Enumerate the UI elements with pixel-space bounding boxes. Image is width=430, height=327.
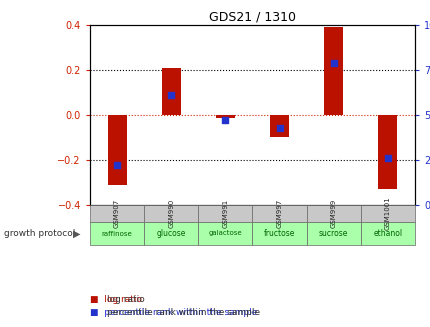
- Point: [167, 93, 174, 98]
- Bar: [270, 115, 289, 137]
- Text: GSM999: GSM999: [330, 199, 336, 228]
- Text: raffinose: raffinose: [101, 231, 132, 236]
- Title: GDS21 / 1310: GDS21 / 1310: [209, 11, 295, 24]
- Text: GSM1001: GSM1001: [384, 197, 390, 231]
- Text: ▶: ▶: [73, 229, 81, 238]
- Bar: [215, 115, 234, 118]
- Bar: [108, 115, 126, 185]
- Text: GSM907: GSM907: [114, 199, 120, 228]
- Bar: [161, 68, 180, 115]
- Text: glucose: glucose: [156, 229, 185, 238]
- Point: [221, 118, 228, 123]
- Text: growth protocol: growth protocol: [4, 229, 76, 238]
- Point: [384, 156, 390, 161]
- Point: [276, 125, 283, 130]
- Text: fructose: fructose: [263, 229, 295, 238]
- Text: GSM997: GSM997: [276, 199, 282, 228]
- Bar: [378, 115, 396, 189]
- Text: ethanol: ethanol: [372, 229, 402, 238]
- Point: [114, 163, 120, 168]
- Text: galactose: galactose: [208, 231, 242, 236]
- Text: ■  log ratio: ■ log ratio: [90, 295, 141, 304]
- Text: sucrose: sucrose: [318, 229, 347, 238]
- Text: ■  percentile rank within the sample: ■ percentile rank within the sample: [90, 308, 257, 317]
- Text: log ratio: log ratio: [107, 295, 144, 304]
- Text: percentile rank within the sample: percentile rank within the sample: [107, 308, 260, 317]
- Text: GSM990: GSM990: [168, 199, 174, 228]
- Text: GSM991: GSM991: [222, 199, 228, 228]
- Bar: [323, 27, 342, 115]
- Point: [329, 60, 336, 65]
